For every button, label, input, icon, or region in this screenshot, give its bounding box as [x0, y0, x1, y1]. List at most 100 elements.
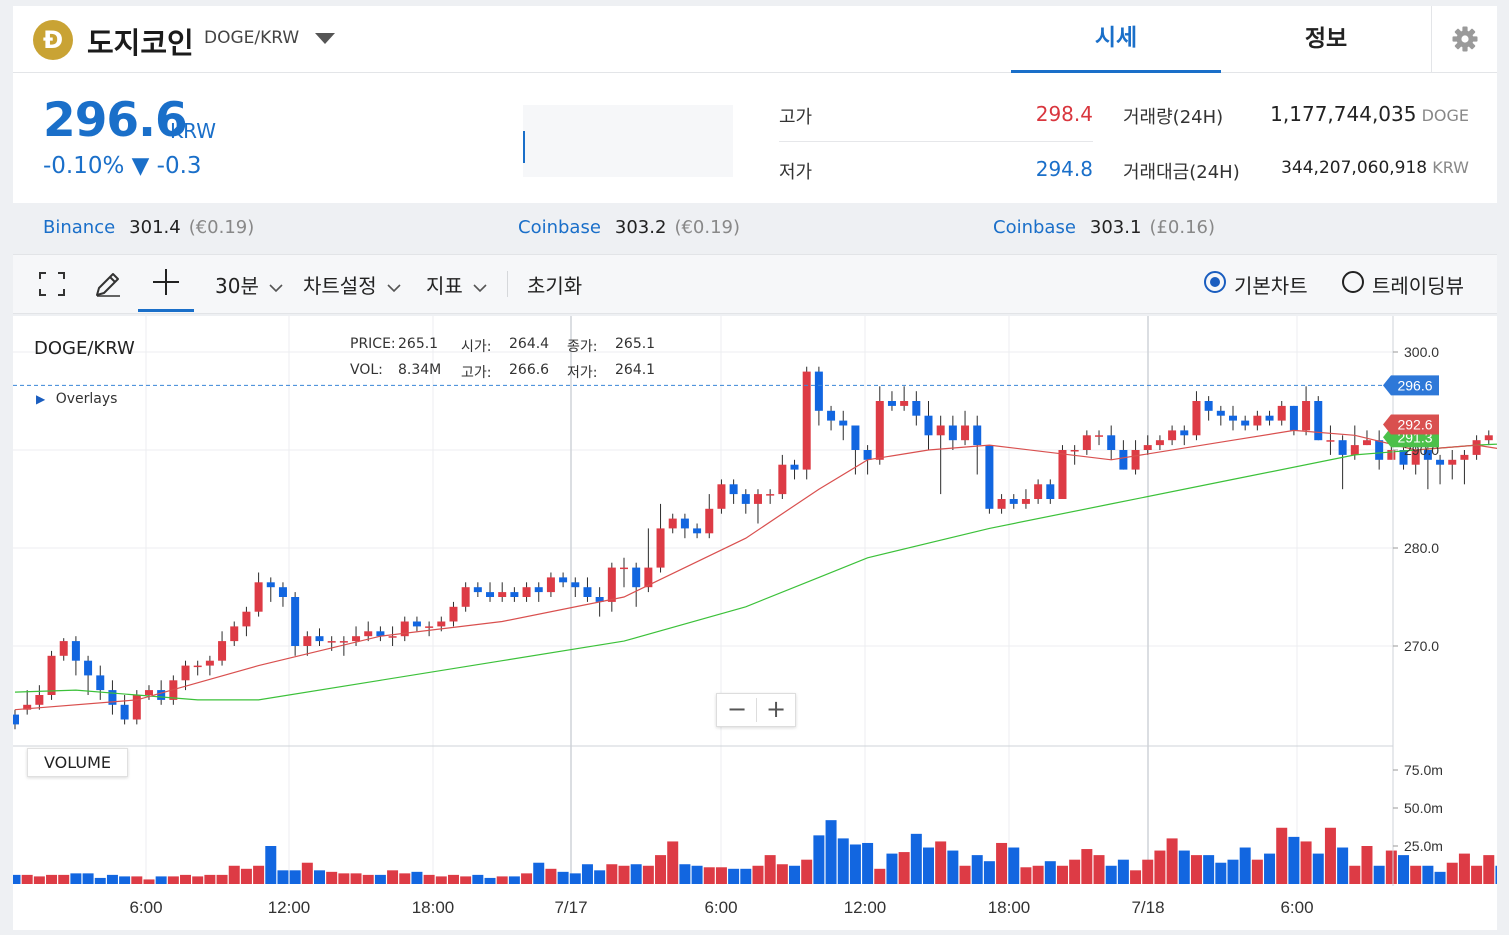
candle-body [108, 690, 117, 705]
volume-bar [1361, 846, 1373, 884]
volume-bar [801, 859, 813, 884]
candle-body [1119, 450, 1128, 470]
candle [1192, 391, 1201, 441]
reset-button[interactable]: 초기화 [527, 274, 583, 298]
crosshair-tool[interactable] [138, 255, 194, 312]
volume-bar [1203, 855, 1215, 884]
fullscreen-icon[interactable] [38, 271, 66, 297]
trading-view-label[interactable]: 트레이딩뷰 [1372, 274, 1464, 298]
settings-button[interactable] [1431, 6, 1498, 72]
candle [680, 513, 689, 539]
zoom-controls: − + [716, 693, 796, 727]
basic-chart-label[interactable]: 기본차트 [1234, 274, 1308, 298]
candle-body [1314, 401, 1323, 441]
volume-bar [752, 865, 764, 884]
tab-info[interactable]: 정보 [1304, 26, 1348, 52]
candle-body [522, 587, 531, 597]
volume-bar [1105, 865, 1117, 884]
candle-body [1241, 420, 1250, 426]
candle-body [278, 587, 287, 597]
zoom-out-button[interactable]: − [727, 695, 748, 723]
volume-bar [1337, 847, 1349, 884]
candle-body [1107, 435, 1116, 450]
volume-bar [119, 876, 131, 884]
mini-chart [523, 105, 733, 177]
candle [449, 601, 458, 627]
exchange-name[interactable]: Binance [43, 217, 116, 238]
candle-body [1350, 445, 1359, 455]
indicators-select[interactable]: 지표 [426, 270, 487, 299]
candle-body [132, 695, 141, 720]
volume-bar [1373, 865, 1385, 884]
chevron-down-icon[interactable] [315, 33, 335, 44]
candle-body [583, 587, 592, 597]
volume-bar [923, 847, 934, 884]
volume-bar [569, 873, 581, 884]
candle-body [814, 371, 823, 411]
candle [924, 401, 933, 450]
candle-body [486, 592, 495, 597]
zoom-in-button[interactable]: + [766, 695, 787, 723]
candle-body [620, 567, 628, 570]
candle [242, 606, 251, 637]
candle [315, 628, 324, 646]
chevron-down-icon [387, 284, 401, 293]
candle-body [120, 704, 129, 720]
chart-toolbar: 30분 차트설정 지표 초기화 기본차트 트레이딩뷰 [13, 254, 1497, 314]
candle [912, 391, 921, 426]
candle-body [1082, 435, 1091, 450]
exchange-prices: Binance 301.4 (€0.19) Coinbase 303.2 (€0.19)… [13, 203, 1497, 253]
candle-body [668, 518, 677, 529]
volume-bar [715, 867, 727, 884]
volume-bar [435, 876, 447, 884]
legend-close-label: 종가: [567, 339, 598, 355]
candle [571, 577, 580, 597]
header: Đ 도지코인 DOGE/KRW 시세 정보 [13, 6, 1497, 73]
candle [193, 660, 202, 676]
candle-body [400, 621, 409, 637]
candle-body [498, 592, 507, 597]
gear-icon [1452, 26, 1478, 52]
candle-body [607, 567, 616, 602]
candle-body [1436, 459, 1445, 465]
doge-coin-icon: Đ [33, 20, 73, 60]
candle [522, 582, 531, 602]
radio-basic-chart[interactable] [1204, 271, 1226, 293]
interval-select[interactable]: 30분 [215, 270, 283, 299]
candle-body [644, 567, 653, 588]
candle-body [827, 410, 836, 421]
y-tick-label: 270.0 [1404, 638, 1439, 654]
x-tick-label: 7/18 [1131, 898, 1164, 917]
candle-body [1095, 435, 1104, 437]
candle [814, 366, 823, 426]
volume-bar [655, 855, 667, 884]
candle [1241, 415, 1250, 431]
tab-price[interactable]: 시세 [1011, 6, 1221, 73]
legend-open-label: 시가: [461, 339, 492, 355]
ma60-line [14, 443, 1497, 701]
chart-area[interactable]: 300.0 290.0 280.0 270.0 75.0m 50.0m 25.0m 6:00 1… [13, 316, 1497, 930]
candle [461, 582, 470, 612]
volume-bar [143, 879, 155, 884]
volume-bar [837, 838, 849, 884]
candle-body [693, 528, 702, 534]
exchange-name[interactable]: Coinbase [518, 217, 601, 238]
candle-body [1277, 405, 1286, 421]
pencil-icon[interactable] [93, 269, 123, 299]
exchange-name[interactable]: Coinbase [993, 217, 1076, 238]
candle-body [1058, 450, 1067, 499]
candle [13, 709, 19, 730]
overlays-toggle[interactable]: ▶ Overlays [36, 391, 118, 407]
volume-bar [545, 868, 557, 884]
candle-body [425, 626, 434, 628]
radio-trading-view[interactable] [1342, 271, 1364, 293]
volume-bar [131, 876, 143, 884]
toolbar-divider [507, 271, 508, 297]
candle [900, 386, 909, 411]
volume-bar [94, 877, 106, 884]
volume-bar [1178, 850, 1190, 884]
candle [985, 445, 994, 514]
candle [339, 636, 348, 656]
chart-settings-select[interactable]: 차트설정 [303, 270, 401, 299]
